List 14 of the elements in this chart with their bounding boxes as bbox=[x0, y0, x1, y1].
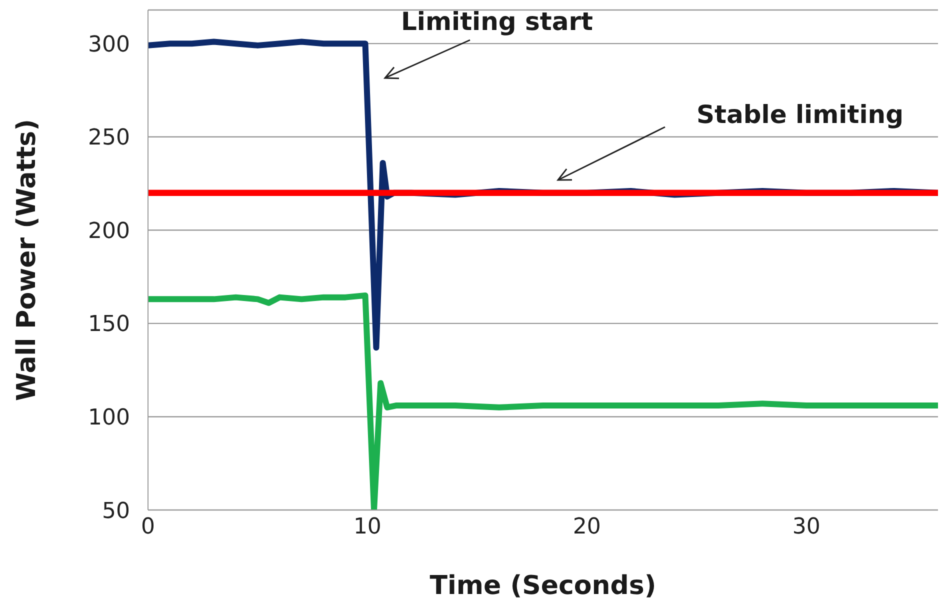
y-tick-label: 300 bbox=[88, 32, 130, 58]
x-axis-title: Time (Seconds) bbox=[430, 571, 656, 601]
y-axis-title: Wall Power (Watts) bbox=[12, 118, 42, 402]
y-tick-label: 50 bbox=[102, 498, 130, 524]
y-tick-label: 250 bbox=[88, 126, 130, 151]
x-tick-label: 30 bbox=[792, 514, 820, 540]
y-tick-label: 200 bbox=[88, 218, 130, 244]
y-tick-label: 100 bbox=[88, 406, 130, 431]
annotation: Stable limiting bbox=[696, 100, 904, 130]
y-tick-label: 150 bbox=[88, 312, 130, 338]
x-tick-label: 10 bbox=[353, 514, 382, 540]
annotation: Limiting start bbox=[400, 7, 594, 37]
x-tick-label: 20 bbox=[572, 514, 601, 540]
x-tick-label: 0 bbox=[141, 514, 155, 540]
